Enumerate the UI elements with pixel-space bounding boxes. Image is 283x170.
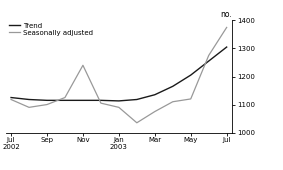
Text: no.: no. bbox=[220, 10, 232, 19]
Trend bbox=[99, 99, 103, 101]
Seasonally adjusted bbox=[27, 106, 31, 108]
Line: Seasonally adjusted: Seasonally adjusted bbox=[11, 27, 227, 123]
Trend bbox=[27, 98, 31, 100]
Trend bbox=[171, 85, 174, 87]
Seasonally adjusted bbox=[207, 54, 210, 56]
Seasonally adjusted bbox=[117, 106, 121, 108]
Trend bbox=[9, 97, 13, 99]
Trend bbox=[207, 60, 210, 62]
Seasonally adjusted bbox=[9, 98, 13, 100]
Trend bbox=[81, 99, 85, 101]
Seasonally adjusted bbox=[189, 98, 192, 100]
Seasonally adjusted bbox=[81, 64, 85, 66]
Seasonally adjusted bbox=[63, 97, 67, 99]
Legend: Trend, Seasonally adjusted: Trend, Seasonally adjusted bbox=[9, 23, 93, 36]
Trend bbox=[135, 98, 138, 100]
Trend bbox=[117, 100, 121, 102]
Seasonally adjusted bbox=[171, 101, 174, 103]
Seasonally adjusted bbox=[153, 110, 156, 113]
Trend bbox=[153, 94, 156, 96]
Line: Trend: Trend bbox=[11, 47, 227, 101]
Trend bbox=[63, 99, 67, 101]
Seasonally adjusted bbox=[135, 122, 138, 124]
Trend bbox=[225, 46, 228, 48]
Seasonally adjusted bbox=[225, 26, 228, 28]
Trend bbox=[189, 74, 192, 76]
Seasonally adjusted bbox=[99, 102, 103, 104]
Seasonally adjusted bbox=[45, 104, 49, 106]
Trend bbox=[45, 99, 49, 101]
